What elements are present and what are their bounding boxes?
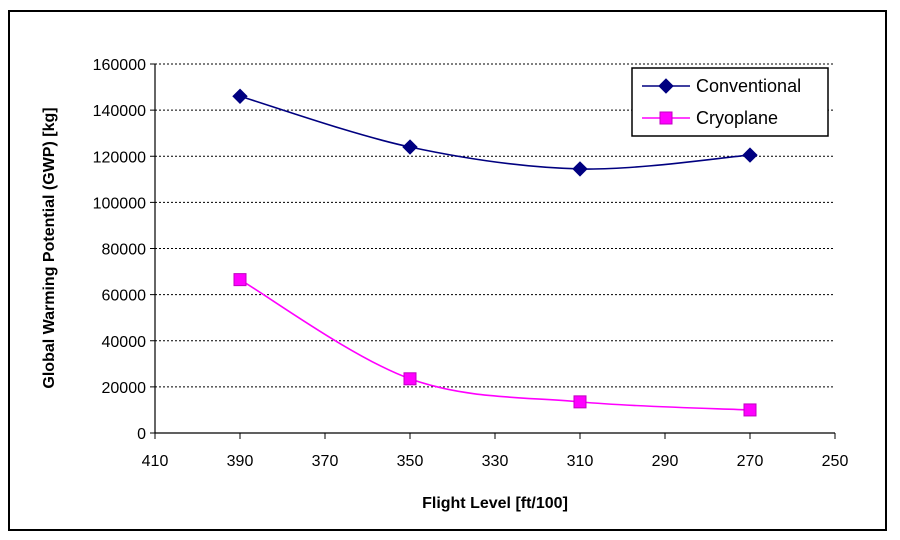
data-point-cryoplane <box>743 403 757 417</box>
legend-marker-cryoplane <box>659 111 673 125</box>
series-lines <box>239 95 751 411</box>
data-point-conventional <box>402 139 418 155</box>
x-tick-label: 410 <box>142 453 169 470</box>
y-tick-label: 80000 <box>102 242 147 259</box>
x-tick-label: 370 <box>312 453 339 470</box>
legend-box <box>631 67 829 137</box>
x-axis-title: Flight Level [ft/100] <box>422 495 568 512</box>
x-tick-labels: 410 390 370 350 330 310 290 270 250 <box>142 453 849 470</box>
axes <box>150 63 836 439</box>
y-axis-title: Global Warming Potential (GWP) [kg] <box>41 107 58 388</box>
data-point-conventional <box>572 161 588 177</box>
x-tick-label: 350 <box>397 453 424 470</box>
y-tick-label: 140000 <box>93 103 146 120</box>
data-point-conventional <box>742 147 758 163</box>
data-point-conventional <box>232 88 248 104</box>
x-tick-label: 270 <box>737 453 764 470</box>
data-point-cryoplane <box>233 273 247 287</box>
y-tick-label: 120000 <box>93 149 146 166</box>
series-line-conventional <box>239 95 751 170</box>
gridlines <box>155 63 835 388</box>
legend-label-conventional: Conventional <box>696 76 801 96</box>
legend-marker-conventional <box>658 78 674 94</box>
legend-label-cryoplane: Cryoplane <box>696 108 778 128</box>
legend: Conventional Cryoplane <box>631 67 829 137</box>
x-tick-label: 330 <box>482 453 509 470</box>
data-point-cryoplane <box>573 395 587 409</box>
series-markers <box>232 88 758 417</box>
data-point-cryoplane <box>403 372 417 386</box>
y-tick-label: 0 <box>137 426 146 443</box>
x-tick-label: 390 <box>227 453 254 470</box>
y-tick-label: 40000 <box>102 334 147 351</box>
x-tick-label: 290 <box>652 453 679 470</box>
y-tick-label: 160000 <box>93 57 146 74</box>
x-tick-label: 250 <box>822 453 849 470</box>
y-tick-labels: 0 20000 40000 60000 80000 100000 120000 140000 1… <box>93 57 146 443</box>
series-line-cryoplane <box>239 278 751 411</box>
y-tick-label: 60000 <box>102 288 147 305</box>
y-tick-label: 20000 <box>102 380 147 397</box>
x-tick-label: 310 <box>567 453 594 470</box>
y-tick-label: 100000 <box>93 195 146 212</box>
